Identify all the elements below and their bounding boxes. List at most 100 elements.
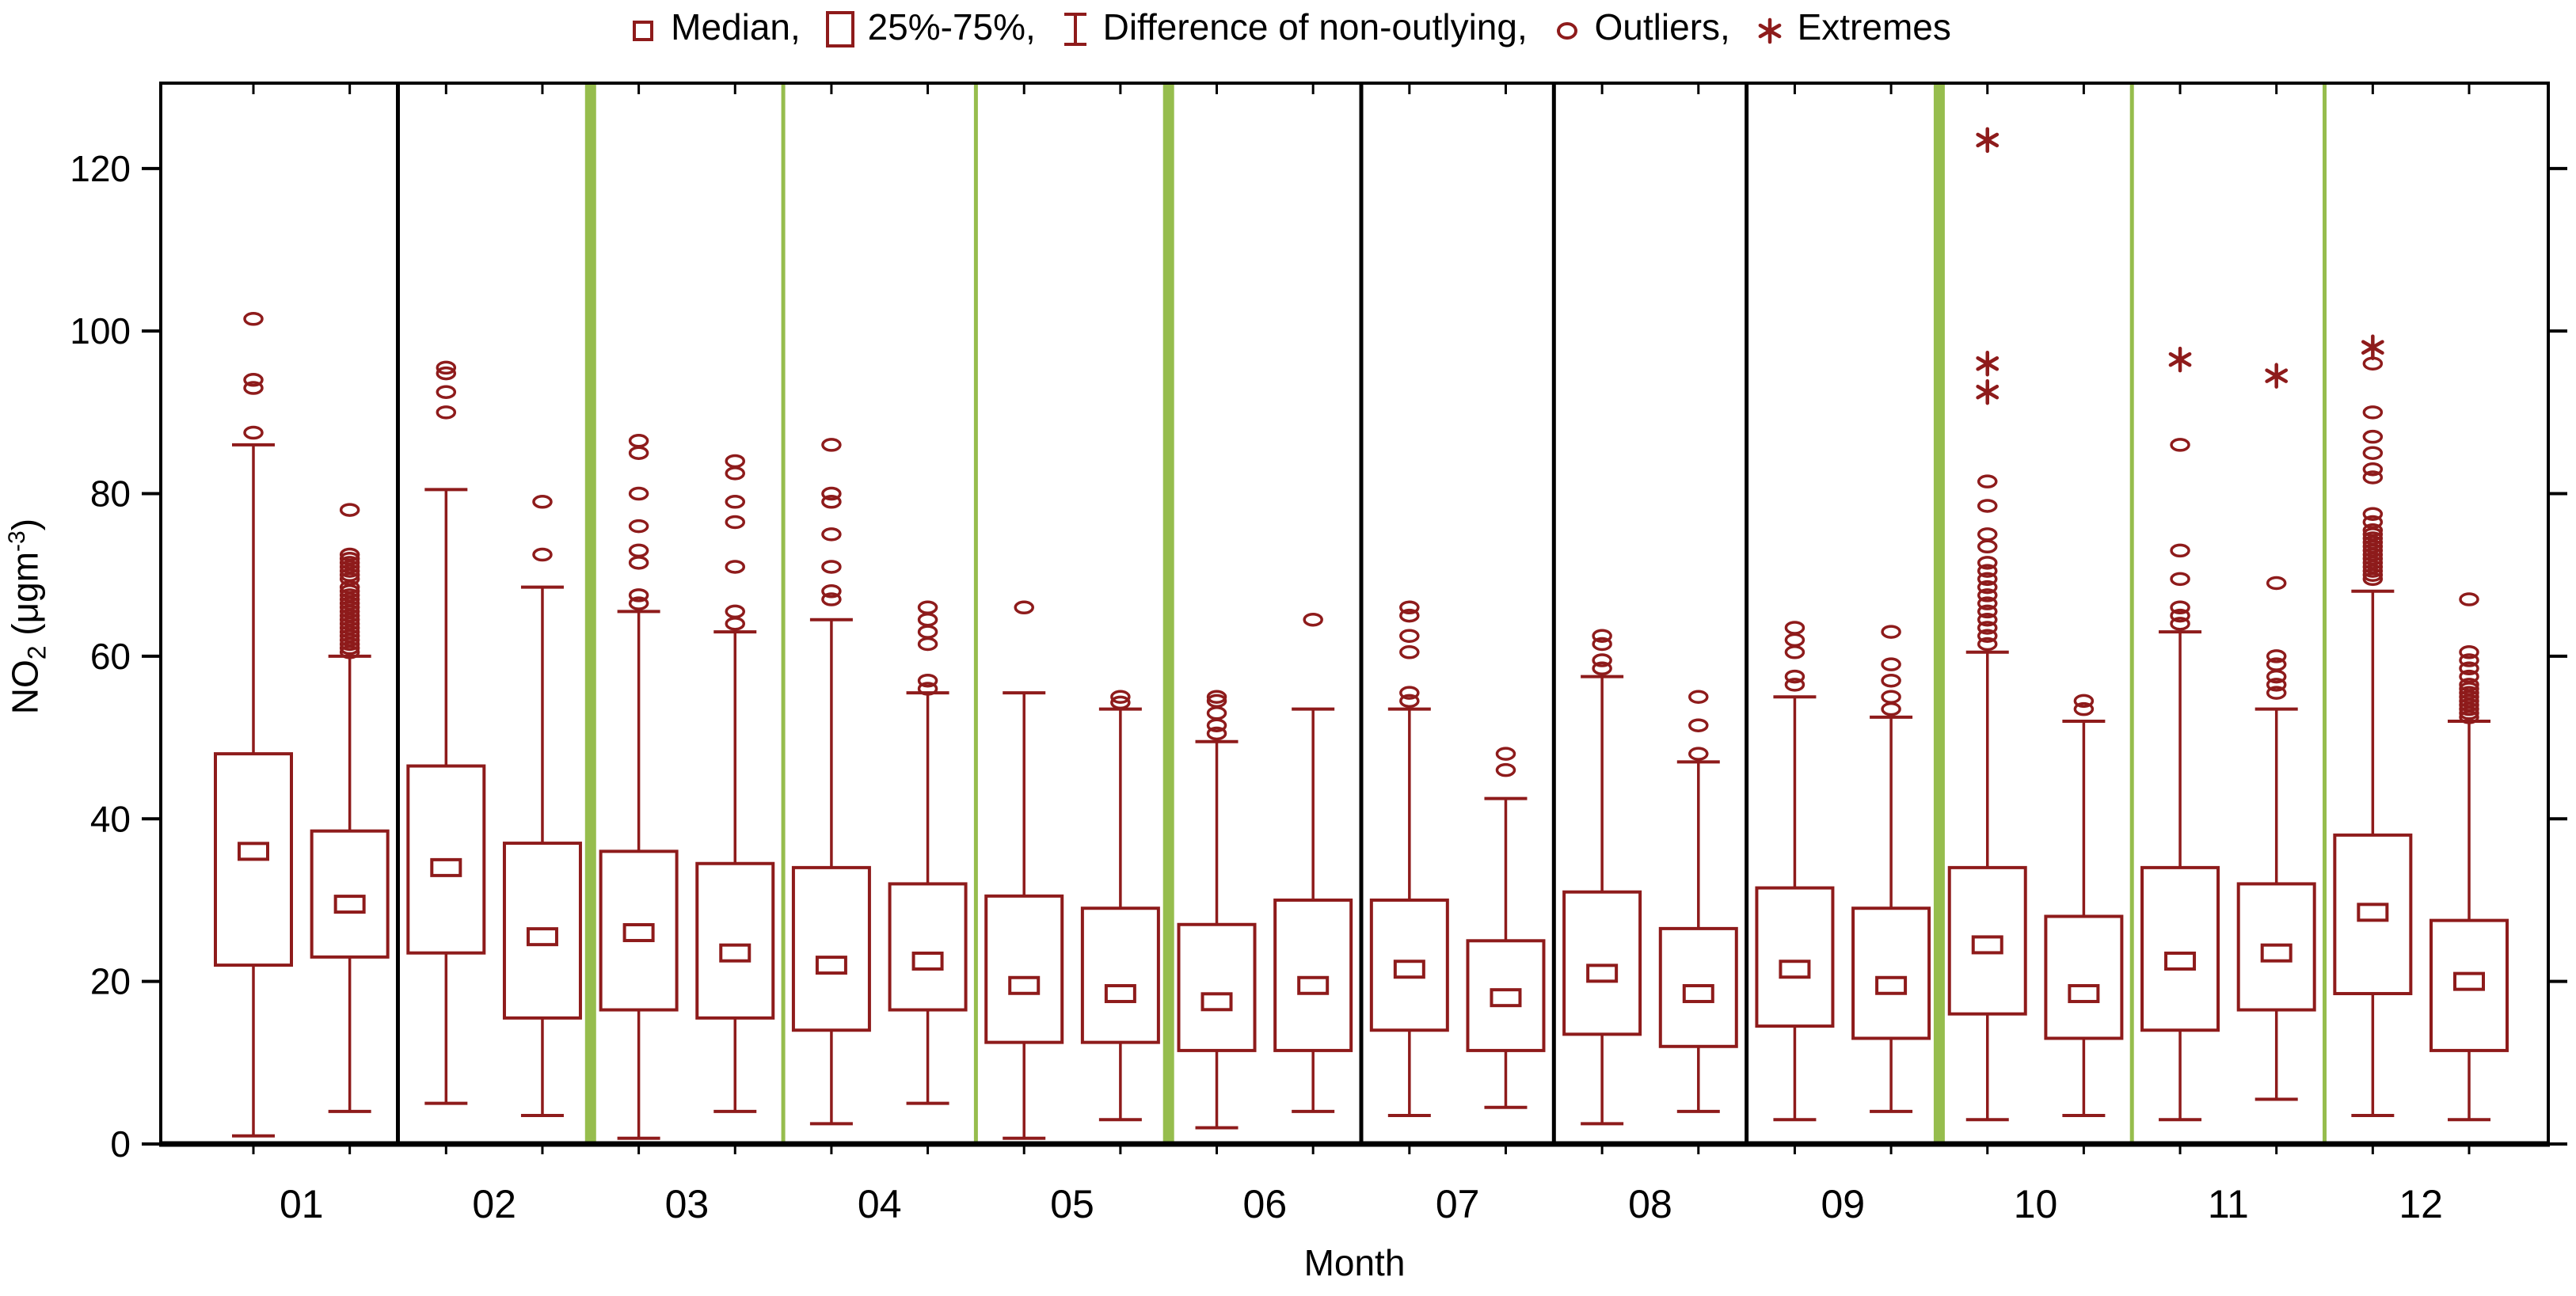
outlier-marker [1592, 661, 1612, 676]
iqr-box [791, 865, 871, 1032]
outlier-marker [2459, 653, 2479, 667]
median-marker [622, 923, 655, 943]
outlier-marker [1784, 678, 1805, 692]
outlier-marker [917, 682, 938, 696]
median-marker [2260, 943, 2293, 963]
outlier-marker [725, 515, 746, 530]
outlier-marker [2362, 446, 2384, 460]
outlier-marker [1881, 673, 1901, 688]
outlier-marker [628, 543, 649, 558]
outlier-marker [2362, 470, 2384, 485]
outlier-marker [628, 556, 649, 570]
quartile-box-icon [825, 11, 854, 48]
y-tick-label: 60 [90, 636, 131, 677]
legend-item-label: Extremes [1797, 6, 1951, 48]
outlier-marker [2459, 686, 2479, 700]
outlier-marker [1014, 600, 1034, 615]
outlier-marker [1977, 499, 1998, 513]
median-marker [333, 895, 366, 914]
month-label: 08 [1628, 1182, 1672, 1226]
chart-legend: Median, 25%-75%, Difference of non-outly… [0, 5, 2576, 49]
median-marker [1393, 960, 1425, 979]
median-marker [1490, 988, 1522, 1008]
iqr-box [1562, 890, 1642, 1036]
outlier-marker [2170, 572, 2190, 587]
median-marker [2453, 971, 2485, 991]
outlier-marker [1977, 580, 1998, 595]
median-marker [1779, 960, 1811, 979]
median-marker [911, 951, 944, 971]
outlier-marker [2459, 592, 2479, 606]
outlier-marker [1881, 690, 1901, 704]
outlier-marker [2362, 429, 2384, 444]
outlier-marker [1977, 474, 1998, 488]
outlier-marker [1592, 629, 1612, 643]
iqr-box [984, 894, 1064, 1044]
outlier-marker [2362, 507, 2384, 521]
iqr-box [1080, 906, 1160, 1044]
extreme-marker [1976, 378, 2000, 405]
y-tick-label: 80 [90, 473, 131, 515]
iqr-box [2236, 882, 2316, 1012]
outlier-marker [1688, 690, 1709, 704]
y-axis-title-sup: -3 [4, 530, 31, 552]
outlier-marker [1495, 747, 1516, 761]
month-label: 02 [472, 1182, 516, 1226]
outlier-marker [1977, 604, 1998, 619]
outlier-marker [243, 373, 264, 387]
iqr-box [2140, 865, 2220, 1032]
x-axis-title: Month [1303, 1242, 1406, 1283]
extreme-marker [2168, 346, 2192, 373]
outlier-marker [2266, 657, 2287, 671]
outlier-marker [436, 366, 457, 381]
outlier-marker [821, 592, 842, 606]
outlier-marker [1495, 762, 1516, 777]
outlier-marker [1688, 747, 1709, 761]
outlier-marker [2170, 543, 2190, 558]
outlier-marker [1399, 608, 1420, 623]
outlier-marker [2073, 694, 2095, 709]
outlier-marker [2459, 645, 2479, 659]
y-axis-title-mid: (μgm [4, 551, 46, 646]
outlier-marker [1399, 600, 1420, 615]
legend-item-3: Outliers, [1549, 5, 1741, 49]
y-tick-label: 0 [110, 1123, 131, 1165]
outlier-marker [1784, 669, 1805, 684]
extreme-marker [1976, 351, 2000, 377]
outlier-marker [2170, 600, 2190, 615]
median-marker [238, 842, 269, 861]
outlier-marker [1592, 653, 1612, 667]
month-label: 07 [1436, 1182, 1480, 1226]
y-axis-title: NO2 (μgm-3) [3, 363, 51, 870]
outlier-marker [1977, 539, 1998, 554]
outlier-marker [339, 547, 360, 562]
outlier-marker [243, 381, 264, 395]
extreme-marker [2265, 363, 2289, 389]
month-label: 09 [1821, 1182, 1865, 1226]
outlier-circle-icon [1556, 22, 1577, 40]
outlier-marker [2266, 678, 2287, 692]
iqr-box [888, 882, 968, 1012]
outlier-marker [821, 527, 842, 542]
outlier-marker [725, 495, 746, 509]
outlier-marker [1399, 694, 1420, 709]
outlier-marker [1688, 718, 1709, 732]
iqr-box [310, 829, 390, 959]
outlier-marker [532, 495, 553, 509]
outlier-marker [725, 454, 746, 469]
median-marker [1586, 963, 1619, 983]
y-axis-title-sub: 2 [22, 645, 51, 660]
outlier-marker [1592, 637, 1612, 652]
outlier-marker [436, 385, 457, 399]
outlier-marker [1303, 612, 1323, 627]
median-marker [1104, 984, 1136, 1004]
month-label: 11 [2208, 1182, 2249, 1226]
median-marker [1682, 984, 1714, 1004]
outlier-marker [628, 519, 649, 534]
outlier-marker [2266, 686, 2287, 700]
legend-item-1: 25%-75%, [822, 5, 1046, 49]
outlier-marker [628, 486, 649, 501]
median-marker [2357, 903, 2389, 922]
extreme-asterisk-icon [1758, 17, 1781, 44]
